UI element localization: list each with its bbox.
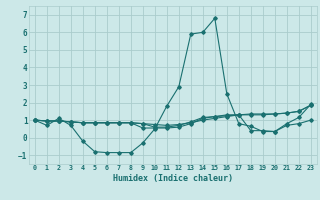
X-axis label: Humidex (Indice chaleur): Humidex (Indice chaleur) [113,174,233,183]
